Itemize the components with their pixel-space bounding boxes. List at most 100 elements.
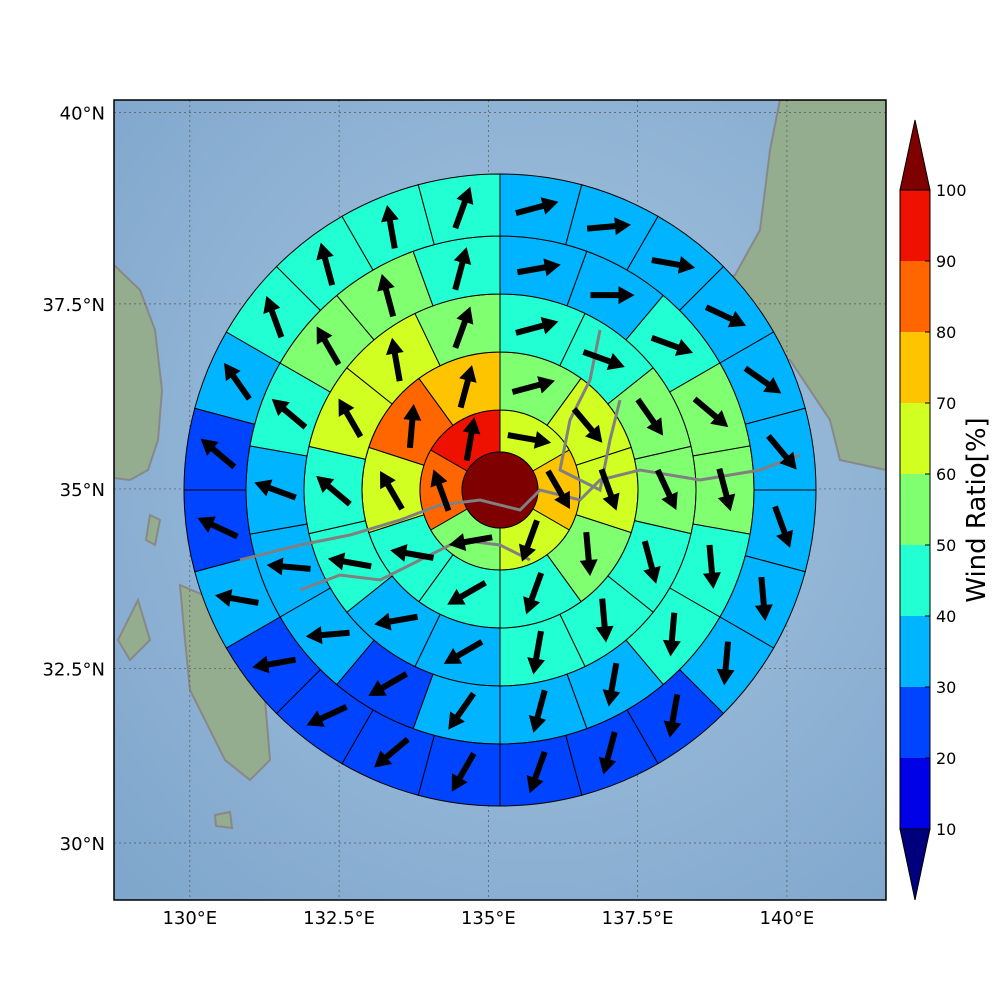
wind-arrow	[197, 516, 239, 540]
wind-arrow	[582, 349, 625, 370]
colorbar-swatch	[900, 687, 930, 758]
wind-arrow	[452, 186, 474, 230]
wind-arrow	[451, 752, 477, 792]
wind-arrow	[368, 671, 409, 696]
wind-arrow	[430, 469, 452, 512]
x-tick-label: 132.5°E	[303, 908, 375, 929]
wind-arrow	[403, 404, 422, 449]
wind-arrow	[271, 398, 308, 430]
wind-arrow	[766, 434, 797, 470]
wind-arrow	[224, 362, 252, 401]
colorbar-tick-label: 100	[936, 181, 967, 200]
wind-arrow	[374, 612, 419, 631]
colorbar-tick-label: 20	[936, 749, 956, 768]
colorbar-tick-label: 80	[936, 323, 956, 342]
wind-arrow	[511, 376, 555, 395]
wind-arrow	[443, 639, 484, 664]
coastline	[239, 329, 801, 592]
wind-arrow	[385, 337, 404, 382]
colorbar-tick-label: 90	[936, 252, 956, 271]
wind-arrow	[528, 689, 548, 733]
x-tick-label: 140°E	[760, 908, 815, 929]
colorbar-tick-label: 30	[936, 678, 956, 697]
wind-arrow	[305, 626, 350, 645]
colorbar-frame	[899, 189, 931, 830]
wind-arrow	[602, 662, 621, 707]
wind-arrow	[641, 540, 661, 584]
wind-arrow	[743, 365, 782, 394]
y-tick-label: 30°N	[60, 834, 105, 855]
wind-arrow	[586, 217, 631, 236]
wind-arrow	[390, 544, 435, 562]
wind-arrow	[380, 470, 405, 511]
colorbar-swatch	[900, 545, 930, 616]
wind-arrow	[662, 612, 681, 657]
y-tick-label: 35°N	[60, 480, 105, 501]
wind-arrow	[716, 467, 736, 512]
wind-arrow	[518, 519, 540, 562]
colorbar-tick-label: 70	[936, 394, 956, 413]
colorbar-over	[899, 119, 931, 191]
wind-arrow	[545, 469, 570, 510]
colorbar-tick-label: 60	[936, 465, 956, 484]
wind-arrow	[595, 598, 614, 643]
wind-arrow	[252, 655, 297, 674]
wind-arrow	[692, 396, 729, 428]
wind-arrow	[651, 256, 696, 274]
wind-arrow	[316, 326, 342, 366]
wind-arrow	[448, 691, 477, 730]
wind-arrow	[598, 468, 620, 511]
colorbar-swatch	[900, 474, 930, 545]
colorbar-swatch	[900, 261, 930, 332]
wind-arrow	[515, 316, 559, 336]
colorbar-swatch	[900, 403, 930, 474]
wind-arrow	[447, 580, 487, 605]
wind-arrow	[306, 704, 348, 727]
wind-arrow	[338, 398, 364, 439]
wind-arrow	[571, 407, 603, 443]
wind-arrow	[263, 295, 285, 339]
wind-arrow	[598, 731, 618, 775]
colorbar-swatch	[900, 758, 930, 829]
wind-arrow	[754, 576, 773, 621]
wind-arrow	[316, 242, 336, 286]
wind-arrow	[316, 475, 352, 507]
colorbar-under	[899, 828, 931, 901]
wind-arrow	[663, 693, 682, 738]
wind-arrow	[654, 468, 678, 510]
y-tick-label: 32.5°N	[42, 659, 105, 680]
wind-arrow	[527, 630, 545, 675]
wind-arrow	[448, 533, 493, 552]
wind-arrow	[704, 304, 747, 328]
wind-arrow	[516, 258, 561, 277]
wind-arrow	[381, 205, 399, 249]
wind-arrow	[374, 736, 410, 768]
wind-arrow	[327, 552, 372, 571]
wind-arrow	[523, 571, 545, 615]
wind-arrow	[457, 365, 477, 409]
y-tick-label: 40°N	[60, 103, 105, 124]
wind-arrow	[266, 557, 311, 576]
wind-arrow	[590, 286, 635, 305]
wind-arrow	[650, 335, 694, 356]
wind-arrow	[579, 531, 598, 576]
wind-arrow	[462, 417, 481, 462]
wind-arrow	[702, 544, 721, 589]
colorbar-tick-label: 10	[936, 820, 956, 839]
colorbar-swatch	[900, 332, 930, 403]
wind-arrow	[254, 479, 297, 501]
x-tick-label: 130°E	[162, 908, 217, 929]
wind-arrow	[526, 750, 548, 794]
y-tick-label: 37.5°N	[42, 295, 105, 316]
wind-arrow	[507, 431, 552, 449]
colorbar-tick-label: 50	[936, 536, 956, 555]
colorbar-swatch	[900, 190, 930, 261]
wind-arrow	[377, 273, 397, 318]
colorbar-tick-label: 40	[936, 607, 956, 626]
wind-arrow	[772, 505, 794, 548]
x-tick-label: 137.5°E	[602, 908, 674, 929]
x-tick-label: 135°E	[461, 908, 516, 929]
colorbar-swatch	[900, 616, 930, 687]
map-frame	[113, 99, 887, 901]
